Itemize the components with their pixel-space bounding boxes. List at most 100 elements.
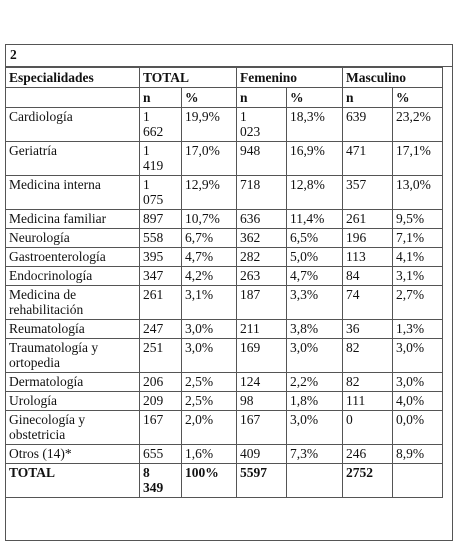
cell-text: 0: [346, 412, 353, 427]
value-cell: 19,9%: [181, 107, 237, 142]
value-cell: 4,2%: [181, 266, 237, 286]
value-cell: 18,3%: [286, 107, 343, 142]
subheader-cell: %: [391, 87, 444, 108]
total-cell: 8 349: [139, 463, 182, 498]
cell-text: 187: [240, 287, 261, 302]
cell-text: 897: [143, 211, 164, 226]
cell-text: 639: [346, 109, 367, 124]
value-cell: 409: [236, 444, 287, 464]
value-cell: 3,0%: [391, 372, 444, 392]
table-frame: 2 Especialidades TOTAL Femenino Masculin…: [5, 44, 453, 541]
cell-text: 948: [240, 143, 261, 158]
empty-cell: [286, 463, 343, 498]
value-cell: 7,1%: [391, 228, 444, 248]
cell-text: 84: [346, 268, 360, 283]
cell-text: 1 419: [143, 143, 164, 173]
value-cell: 6,7%: [181, 228, 237, 248]
header-row: Especialidades TOTAL Femenino Masculino: [5, 67, 444, 88]
specialty-cell: Otros (14)*: [5, 444, 140, 464]
value-cell: 261: [139, 285, 182, 320]
cell-text: 74: [346, 287, 360, 302]
cell-text: 167: [240, 412, 261, 427]
value-cell: 98: [236, 391, 287, 411]
total-cell: 100%: [181, 463, 237, 498]
table-row: Neurología 558 6,7% 362 6,5% 196 7,1%: [5, 228, 444, 248]
value-cell: 82: [342, 372, 393, 392]
value-cell: 655: [139, 444, 182, 464]
value-cell: 8,9%: [391, 444, 444, 464]
value-cell: 558: [139, 228, 182, 248]
value-cell: 12,8%: [286, 175, 343, 210]
specialty-cell: Neurología: [5, 228, 140, 248]
table-row: Ginecología y obstetricia 167 2,0% 167 3,0% 0…: [5, 410, 444, 445]
empty-cell: [5, 87, 140, 108]
value-cell: 11,4%: [286, 209, 343, 229]
subheader-cell: %: [286, 87, 343, 108]
value-cell: 187: [236, 285, 287, 320]
specialty-cell: Ginecología y obstetricia: [5, 410, 140, 445]
value-cell: 3,8%: [286, 319, 343, 339]
cell-text: 1 023: [240, 109, 261, 139]
value-cell: 718: [236, 175, 287, 210]
value-cell: 282: [236, 247, 287, 267]
table-row: Medicina interna 1 075 12,9% 718 12,8% 357 13,…: [5, 175, 444, 210]
value-cell: 113: [342, 247, 393, 267]
value-cell: 10,7%: [181, 209, 237, 229]
value-cell: 357: [342, 175, 393, 210]
value-cell: 2,7%: [391, 285, 444, 320]
value-cell: 124: [236, 372, 287, 392]
value-cell: 9,5%: [391, 209, 444, 229]
value-cell: 4,0%: [391, 391, 444, 411]
table-body: Cardiología 1 662 19,9% 1 023 18,3% 639 23,2% G…: [5, 107, 444, 498]
table-row: Medicina familiar 897 10,7% 636 11,4% 261 9,5%: [5, 209, 444, 229]
value-cell: 3,1%: [181, 285, 237, 320]
header-cell: Masculino: [341, 67, 444, 88]
cell-text: 206: [143, 374, 164, 389]
value-cell: 4,7%: [286, 266, 343, 286]
value-cell: 261: [342, 209, 393, 229]
value-cell: 16,9%: [286, 141, 343, 176]
cell-text: 263: [240, 268, 261, 283]
specialty-cell: Medicina de rehabilitación: [5, 285, 140, 320]
value-cell: 3,0%: [286, 410, 343, 445]
header-cell: Femenino: [236, 67, 343, 88]
value-cell: 206: [139, 372, 182, 392]
value-cell: 246: [342, 444, 393, 464]
cell-text: 282: [240, 249, 261, 264]
cell-text: 169: [240, 340, 261, 355]
total-row: TOTAL 8 349 100% 5597 2752: [5, 463, 444, 498]
value-cell: 0: [342, 410, 393, 445]
cell-text: 246: [346, 446, 367, 461]
table-row: Gastroenterología 395 4,7% 282 5,0% 113 4,1%: [5, 247, 444, 267]
cell-text: 98: [240, 393, 254, 408]
value-cell: 2,0%: [181, 410, 237, 445]
value-cell: 897: [139, 209, 182, 229]
value-cell: 1 075: [139, 175, 182, 210]
value-cell: 167: [139, 410, 182, 445]
specialty-cell: Gastroenterología: [5, 247, 140, 267]
value-cell: 1 419: [139, 141, 182, 176]
value-cell: 263: [236, 266, 287, 286]
value-cell: 211: [236, 319, 287, 339]
table-row: Geriatría 1 419 17,0% 948 16,9% 471 17,1%: [5, 141, 444, 176]
value-cell: 2,2%: [286, 372, 343, 392]
table: Especialidades TOTAL Femenino Masculino …: [5, 67, 444, 498]
cell-text: 655: [143, 446, 164, 461]
table-row: Reumatología 247 3,0% 211 3,8% 36 1,3%: [5, 319, 444, 339]
value-cell: 12,9%: [181, 175, 237, 210]
specialty-cell: Medicina interna: [5, 175, 140, 210]
cell-text: 357: [346, 177, 367, 192]
cell-text: 5597: [240, 465, 267, 480]
cell-text: 196: [346, 230, 367, 245]
value-cell: 251: [139, 338, 182, 373]
table-row: Otros (14)* 655 1,6% 409 7,3% 246 8,9%: [5, 444, 444, 464]
cell-text: 211: [240, 321, 260, 336]
value-cell: 471: [342, 141, 393, 176]
table-row: Medicina de rehabilitación 261 3,1% 187 3,3%…: [5, 285, 444, 320]
specialty-cell: Medicina familiar: [5, 209, 140, 229]
value-cell: 2,5%: [181, 372, 237, 392]
subheader-cell: %: [181, 87, 237, 108]
cell-text: 395: [143, 249, 164, 264]
value-cell: 209: [139, 391, 182, 411]
